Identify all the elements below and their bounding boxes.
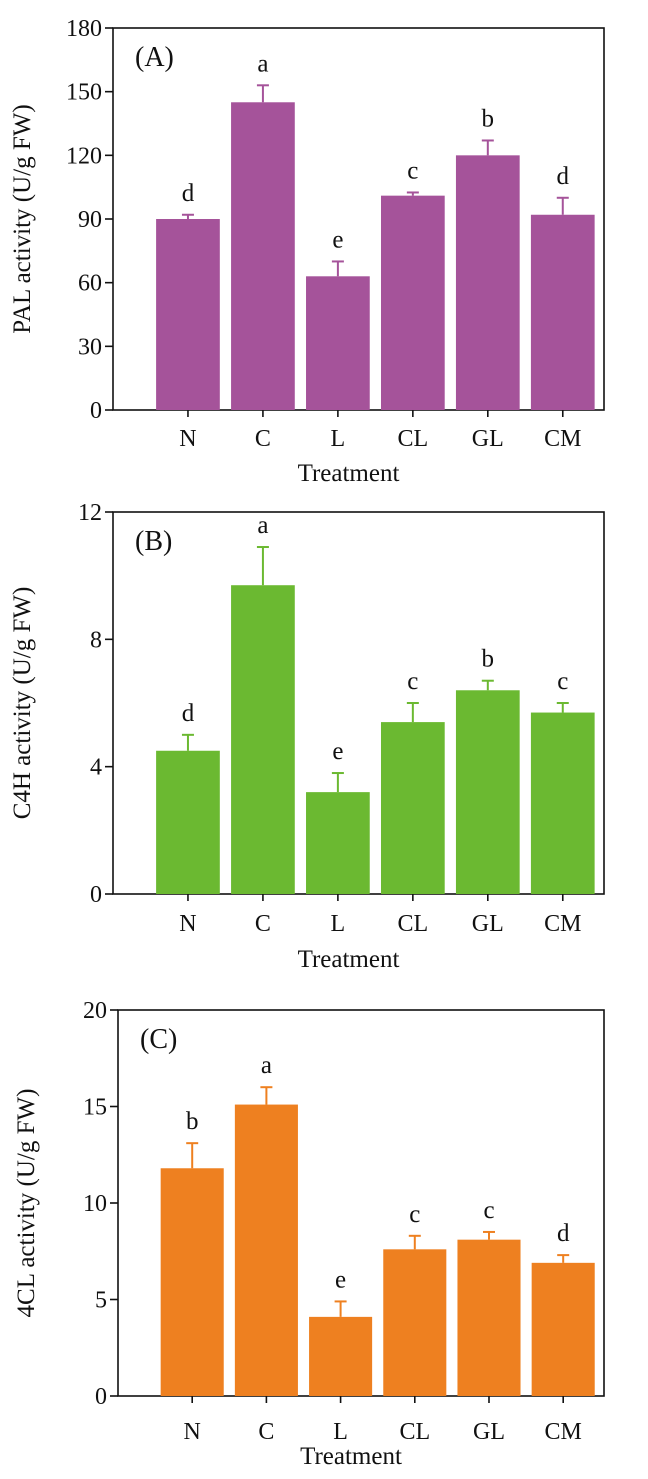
bar-c: [231, 585, 295, 894]
significance-letter: d: [557, 163, 570, 190]
y-tick-label: 0: [90, 882, 102, 908]
panel-label: (C): [140, 1024, 177, 1055]
y-tick-label: 20: [83, 998, 107, 1024]
x-tick-label: CM: [545, 1419, 582, 1445]
x-tick-label: L: [333, 1419, 348, 1445]
x-tick-label: CL: [398, 426, 429, 452]
bar-l: [309, 1316, 373, 1396]
bar-gl: [455, 155, 520, 410]
significance-letter: e: [332, 226, 343, 253]
significance-letter: e: [332, 738, 343, 765]
bar-c: [231, 102, 295, 411]
bar-n: [156, 750, 220, 894]
x-tick-label: CM: [544, 911, 581, 937]
bar-cm: [530, 214, 595, 410]
bar-gl: [455, 690, 520, 894]
x-tick-label: N: [179, 426, 196, 452]
significance-letter: b: [482, 105, 495, 132]
y-tick-label: 10: [83, 1191, 107, 1217]
panel-label: (B): [135, 526, 172, 557]
y-tick-label: 150: [66, 80, 102, 106]
x-tick-label: C: [255, 426, 271, 452]
significance-letter: d: [182, 700, 195, 727]
y-tick-label: 0: [90, 398, 102, 424]
y-axis-title: PAL activity (U/g FW): [9, 104, 36, 333]
x-tick-label: L: [331, 426, 346, 452]
x-tick-label: CL: [398, 911, 429, 937]
significance-letter: a: [257, 50, 268, 77]
x-tick-label: GL: [473, 1419, 505, 1445]
bar-l: [306, 276, 370, 410]
x-axis-title: Treatment: [298, 460, 400, 487]
x-tick-label: C: [255, 911, 271, 937]
y-tick-label: 15: [83, 1095, 107, 1121]
chart-c-svg: 0 5 10 15 20 4CL activity (U/g FW) (C) b Na Ce Lc C…: [13, 998, 605, 1470]
chart-b-svg: 0 4 8 12 C4H activity (U/g FW) (B) d Na Ce Lc CL b G…: [9, 500, 605, 973]
y-tick-label: 60: [78, 271, 102, 297]
y-axis-title: C4H activity (U/g FW): [9, 587, 36, 820]
y-tick-label: 4: [90, 755, 102, 781]
significance-letter: d: [182, 180, 195, 207]
significance-letter: c: [407, 668, 418, 695]
x-tick-label: GL: [472, 911, 504, 937]
x-axis-title: Treatment: [298, 946, 400, 973]
y-tick-label: 90: [78, 207, 102, 233]
panel-label: (A): [135, 42, 174, 73]
bar-cm: [530, 712, 595, 894]
y-tick-label: 0: [95, 1384, 107, 1410]
x-tick-label: GL: [472, 426, 504, 452]
x-tick-label: N: [179, 911, 196, 937]
significance-letter: c: [483, 1197, 494, 1224]
chart-panel-a: 0 30 60 90 120 150 180 PAL activity (U/g FW) (A)…: [0, 0, 648, 492]
x-tick-label: CM: [544, 426, 581, 452]
bar-n: [160, 1168, 224, 1396]
significance-letter: a: [261, 1052, 272, 1079]
significance-letter: c: [407, 157, 418, 184]
y-tick-label: 12: [78, 500, 102, 526]
x-tick-label: CL: [399, 1419, 430, 1445]
y-tick-label: 30: [78, 334, 102, 360]
bar-cm: [531, 1262, 595, 1396]
significance-letter: e: [335, 1266, 346, 1293]
bar-cl: [380, 722, 445, 894]
bar-n: [156, 219, 220, 410]
significance-letter: c: [409, 1201, 420, 1228]
y-axis-title: 4CL activity (U/g FW): [13, 1089, 40, 1318]
significance-letter: b: [186, 1108, 199, 1135]
x-tick-label: N: [184, 1419, 201, 1445]
significance-letter: d: [557, 1220, 570, 1247]
bar-l: [306, 792, 370, 894]
x-axis-title: Treatment: [300, 1443, 402, 1470]
bar-cl: [383, 1249, 447, 1396]
bar-gl: [457, 1239, 521, 1396]
y-tick-label: 180: [66, 16, 102, 42]
bar-c: [234, 1104, 298, 1396]
x-tick-label: L: [331, 911, 346, 937]
x-tick-label: C: [258, 1419, 274, 1445]
significance-letter: c: [557, 668, 568, 695]
significance-letter: b: [482, 646, 495, 673]
y-tick-label: 5: [95, 1288, 107, 1314]
bar-cl: [380, 195, 445, 410]
significance-letter: a: [257, 512, 268, 539]
y-tick-label: 8: [90, 627, 102, 653]
chart-a-svg: 0 30 60 90 120 150 180 PAL activity (U/g FW) (A)…: [9, 16, 605, 487]
y-tick-label: 120: [66, 143, 102, 169]
